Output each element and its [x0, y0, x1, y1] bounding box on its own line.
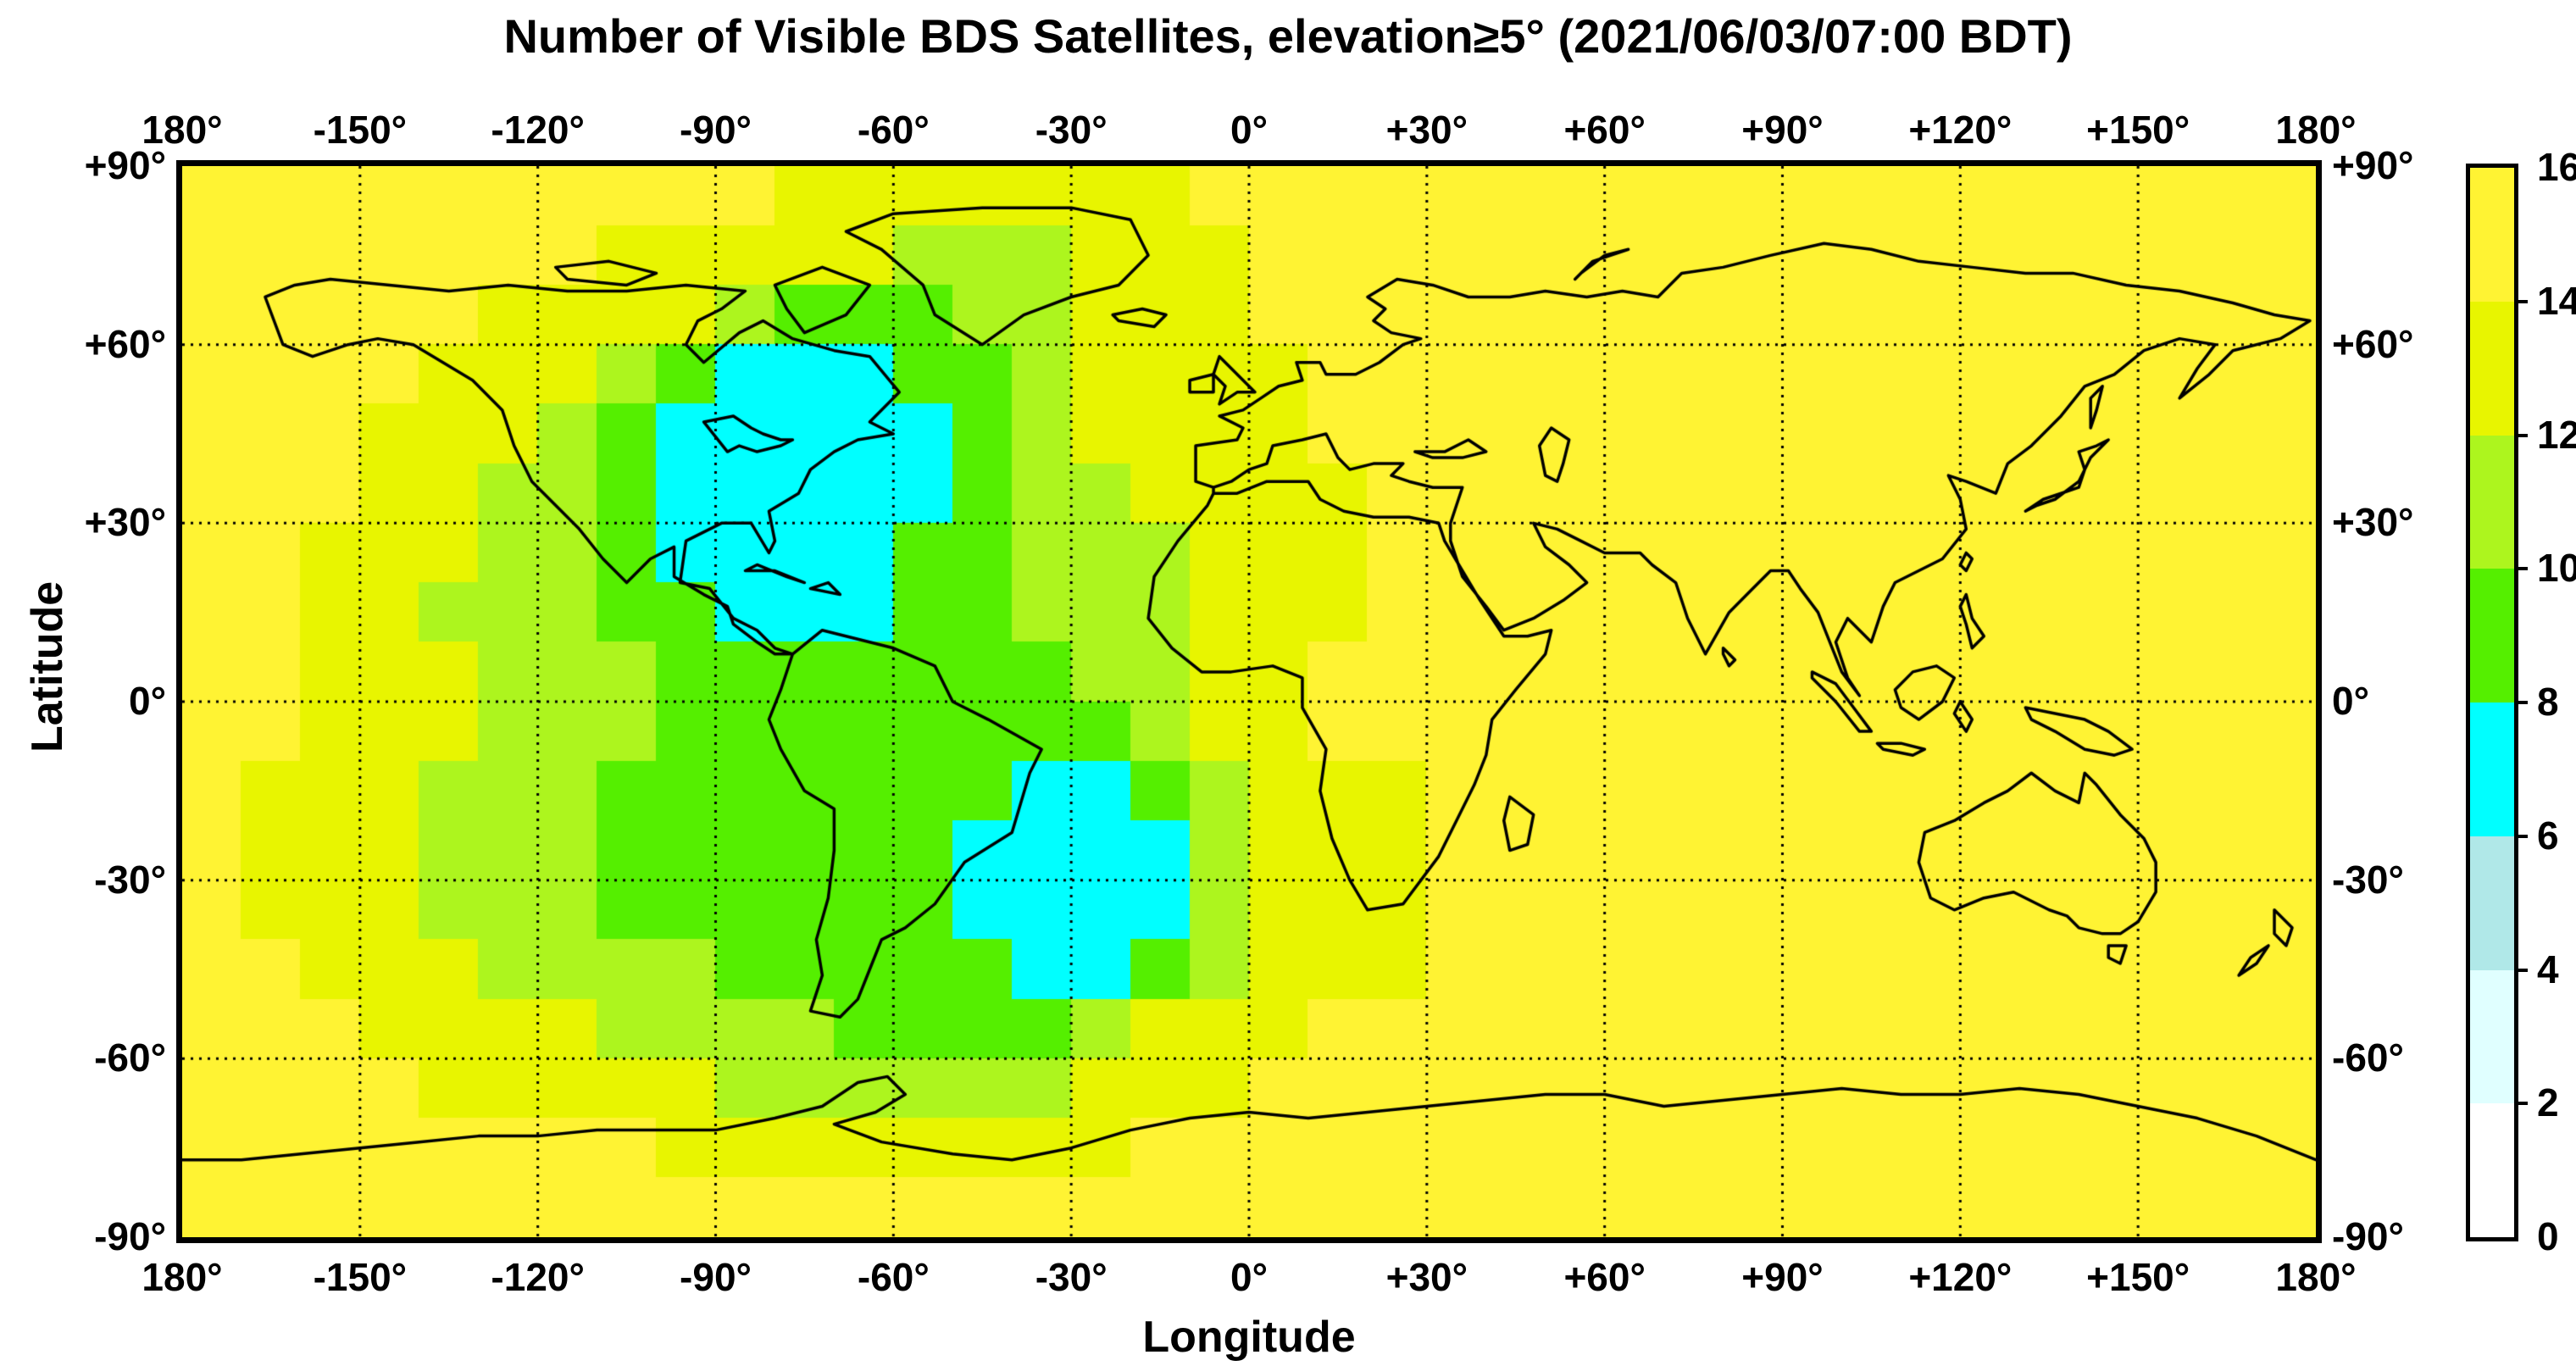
colorbar-segment: [2470, 702, 2514, 836]
colorbar-tick-label: 8: [2537, 680, 2559, 724]
lon-tick-label: +90°: [1741, 1255, 1824, 1299]
lon-tick-label: +90°: [1741, 108, 1824, 152]
colorbar-tick-mark: [2514, 299, 2528, 303]
colorbar-tick-mark: [2514, 701, 2528, 704]
colorbar-segment: [2470, 969, 2514, 1104]
lon-tick-label: +60°: [1563, 108, 1646, 152]
colorbar-tick-label: 0: [2537, 1214, 2559, 1258]
colorbar-tick-mark: [2514, 567, 2528, 571]
map-plot-area: [176, 160, 2322, 1243]
colorbar-segment: [2470, 435, 2514, 569]
colorbar-tick-mark: [2514, 433, 2528, 437]
lon-tick-label: -120°: [491, 1255, 585, 1299]
world-heatmap-canvas: [182, 166, 2316, 1237]
lon-tick-label: +150°: [2086, 108, 2190, 152]
colorbar-tick-label: 2: [2537, 1080, 2559, 1125]
lon-tick-label: +30°: [1385, 108, 1468, 152]
colorbar-segment: [2470, 168, 2514, 302]
colorbar-tick-mark: [2514, 968, 2528, 972]
colorbar-tick-label: 6: [2537, 813, 2559, 858]
x-axis-title: Longitude: [1142, 1313, 1356, 1362]
lat-tick-label: -60°: [94, 1036, 166, 1080]
lat-tick-label: +60°: [2332, 321, 2414, 366]
lon-tick-label: -30°: [1035, 108, 1108, 152]
lon-tick-label: +150°: [2086, 1255, 2190, 1299]
lat-tick-label: -90°: [2332, 1214, 2404, 1258]
lat-tick-label: +30°: [2332, 500, 2414, 545]
colorbar-segment: [2470, 836, 2514, 970]
lon-tick-label: +120°: [1908, 1255, 2012, 1299]
lon-tick-label: +120°: [1908, 108, 2012, 152]
lat-tick-label: +90°: [84, 143, 166, 187]
lat-tick-label: +60°: [84, 321, 166, 366]
lat-tick-label: +30°: [84, 500, 166, 545]
colorbar-tick-label: 10: [2537, 546, 2576, 591]
lon-tick-label: -60°: [857, 108, 930, 152]
chart-title: Number of Visible BDS Satellites, elevat…: [503, 9, 2073, 63]
lon-tick-label: -120°: [491, 108, 585, 152]
lon-tick-label: 0°: [1230, 108, 1268, 152]
lat-tick-label: -90°: [94, 1214, 166, 1258]
lon-tick-label: -30°: [1035, 1255, 1108, 1299]
lon-tick-label: 180°: [142, 108, 223, 152]
lat-tick-label: 0°: [2332, 679, 2369, 723]
lon-tick-label: -60°: [857, 1255, 930, 1299]
lat-tick-label: +90°: [2332, 143, 2414, 187]
lat-tick-label: -30°: [94, 857, 166, 902]
lon-tick-label: 0°: [1230, 1255, 1268, 1299]
lon-tick-label: +30°: [1385, 1255, 1468, 1299]
colorbar: [2466, 164, 2518, 1241]
colorbar-segment: [2470, 301, 2514, 436]
lon-tick-label: -90°: [680, 108, 752, 152]
colorbar-tick-label: 12: [2537, 412, 2576, 457]
colorbar-segment: [2470, 1103, 2514, 1237]
lon-tick-label: 180°: [2275, 108, 2357, 152]
colorbar-tick-label: 14: [2537, 278, 2576, 323]
lon-tick-label: -90°: [680, 1255, 752, 1299]
colorbar-tick-label: 4: [2537, 947, 2559, 991]
y-axis-title: Latitude: [23, 580, 72, 752]
colorbar-tick-mark: [2514, 1102, 2528, 1106]
colorbar-segment: [2470, 569, 2514, 702]
lon-tick-label: -150°: [313, 108, 408, 152]
lon-tick-label: -150°: [313, 1255, 408, 1299]
lon-tick-label: 180°: [2275, 1255, 2357, 1299]
lat-tick-label: -60°: [2332, 1036, 2404, 1080]
colorbar-tick-mark: [2514, 834, 2528, 838]
lat-tick-label: -30°: [2332, 857, 2404, 902]
lon-tick-label: +60°: [1563, 1255, 1646, 1299]
colorbar-tick-label: 16: [2537, 145, 2576, 189]
lon-tick-label: 180°: [142, 1255, 223, 1299]
lat-tick-label: 0°: [129, 679, 166, 723]
